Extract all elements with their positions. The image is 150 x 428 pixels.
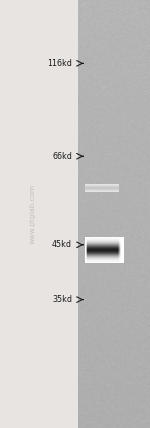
Text: 45kd: 45kd [52, 240, 72, 250]
Text: 66kd: 66kd [52, 152, 72, 161]
Text: 116kd: 116kd [47, 59, 72, 68]
Text: 35kd: 35kd [52, 295, 72, 304]
Text: www.ptglab.com: www.ptglab.com [30, 184, 36, 244]
